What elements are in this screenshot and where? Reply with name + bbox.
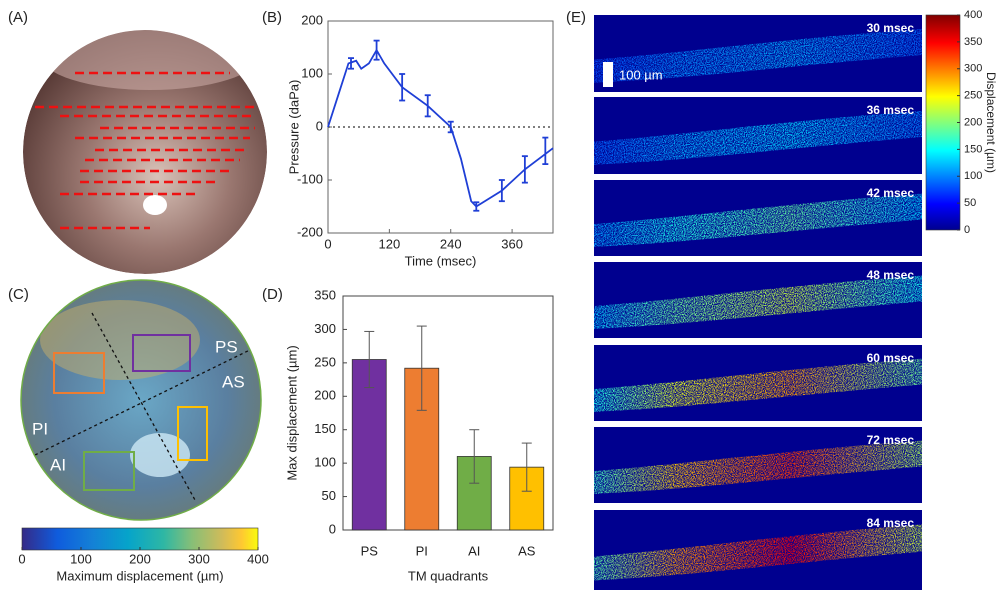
y-axis-label: Max displacement (µm) [284, 345, 299, 480]
quadrant-label: AS [222, 372, 245, 391]
x-tick-label: 360 [501, 236, 523, 251]
displacement-band [594, 28, 922, 83]
panel-a-image [23, 30, 267, 274]
panel-c-border [20, 279, 262, 521]
panel-label: (B) [262, 9, 282, 26]
displacement-band [594, 193, 922, 247]
error-bar [373, 39, 380, 61]
colorbar-tick-label: 100 [70, 551, 92, 566]
y-tick-label: 300 [314, 321, 336, 336]
displacement-band [594, 524, 922, 581]
scale-bar [603, 62, 613, 87]
colorbar-tick-label: 200 [964, 116, 982, 128]
error-bar [348, 57, 355, 70]
y-tick-label: 50 [322, 488, 336, 503]
x-tick-label: 240 [440, 236, 462, 251]
frame-time: 48 msec [867, 268, 915, 282]
x-tick-label: 0 [324, 236, 331, 251]
quadrant-label: PS [215, 337, 238, 356]
displacement-band [594, 275, 922, 329]
panel-label: (D) [262, 286, 283, 303]
colorbar-tick-label: 100 [964, 170, 982, 182]
error-bar [542, 136, 549, 166]
displacement-band [594, 440, 922, 494]
colorbar-tick-label: 0 [964, 224, 970, 236]
colorbar-tick-label: 250 [964, 90, 982, 102]
displacement-band [594, 110, 922, 165]
colorbar-tick-label: 400 [247, 551, 269, 566]
panel-e-frames: 30 msec 36 msec 42 msec 48 msec 60 msec 72 ms… [594, 15, 922, 590]
panel-label: (A) [8, 9, 28, 26]
colorbar [925, 14, 961, 231]
error-bar [424, 94, 431, 118]
error-bar [498, 179, 505, 203]
y-axis-label: Pressure (daPa) [286, 80, 301, 175]
colorbar-label: Displacement (µm) [984, 72, 998, 173]
colorbar [21, 527, 259, 551]
colorbar-label: Maximum displacement (µm) [56, 568, 223, 583]
error-bar [521, 442, 532, 492]
frame-time: 60 msec [867, 351, 915, 365]
scale-bar-label: 100 µm [619, 67, 663, 82]
colorbar-tick-label: 150 [964, 143, 982, 155]
y-tick-label: 100 [301, 65, 323, 80]
y-tick-label: 200 [314, 388, 336, 403]
x-tick-label: PS [361, 543, 379, 558]
x-tick-label: AS [518, 543, 536, 558]
y-tick-label: 150 [314, 421, 336, 436]
frame-time: 72 msec [867, 433, 915, 447]
colorbar-tick-label: 300 [964, 63, 982, 75]
pressure-line [327, 48, 554, 208]
error-bar [399, 73, 406, 102]
x-tick-label: AI [468, 543, 480, 558]
x-tick-label: PI [416, 543, 428, 558]
error-bar [416, 325, 427, 411]
colorbar-tick-label: 200 [129, 551, 151, 566]
panel-c-image [21, 280, 261, 520]
y-tick-label: 100 [314, 455, 336, 470]
y-tick-label: -200 [297, 224, 323, 239]
y-tick-label: 200 [301, 12, 323, 27]
plot-frame [342, 295, 554, 531]
error-bar [447, 120, 454, 134]
y-tick-label: 250 [314, 354, 336, 369]
colorbar-tick-label: 0 [18, 551, 25, 566]
y-tick-label: -100 [297, 171, 323, 186]
x-axis-label: TM quadrants [408, 568, 489, 583]
quadrant-label: AI [50, 455, 66, 474]
quadrant-label: PI [32, 419, 48, 438]
frame-time: 36 msec [867, 103, 915, 117]
colorbar-tick-label: 50 [964, 197, 976, 209]
error-bar [469, 429, 480, 484]
colorbar-tick-label: 300 [188, 551, 210, 566]
x-tick-label: 120 [379, 236, 401, 251]
displacement-band [594, 358, 922, 412]
y-tick-label: 0 [316, 118, 323, 133]
error-bar [364, 330, 375, 389]
panel-label: (C) [8, 286, 29, 303]
error-bar [521, 155, 528, 184]
colorbar-tick-label: 400 [964, 9, 982, 21]
panel-label: (E) [566, 9, 586, 26]
colorbar-tick-label: 350 [964, 36, 982, 48]
y-tick-label: 0 [329, 521, 336, 536]
x-axis-label: Time (msec) [405, 253, 477, 268]
error-bar [473, 201, 480, 212]
frame-time: 84 msec [867, 516, 915, 530]
frame-time: 30 msec [867, 21, 915, 35]
frame-time: 42 msec [867, 186, 915, 200]
y-tick-label: 350 [314, 287, 336, 302]
